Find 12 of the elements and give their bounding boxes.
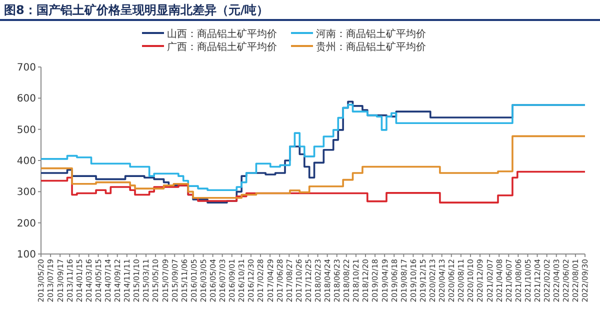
- y-tick-label: 700: [16, 62, 36, 74]
- chart-title: 图8：国产铝土矿价格呈现明显南北差异（元/吨）: [4, 3, 269, 17]
- legend-label: 河南：商品铝土矿平均价: [316, 28, 426, 40]
- y-tick-label: 100: [16, 250, 36, 260]
- legend-label: 贵州：商品铝土矿平均价: [316, 41, 426, 53]
- y-tick-label: 600: [16, 94, 36, 105]
- y-tick-label: 200: [16, 218, 36, 230]
- y-tick-label: 300: [16, 187, 36, 198]
- legend-label: 广西：商品铝土矿平均价: [167, 41, 277, 53]
- legend-label: 山西：商品铝土矿平均价: [167, 28, 277, 40]
- y-tick-label: 400: [16, 156, 36, 167]
- y-tick-label: 500: [16, 124, 36, 136]
